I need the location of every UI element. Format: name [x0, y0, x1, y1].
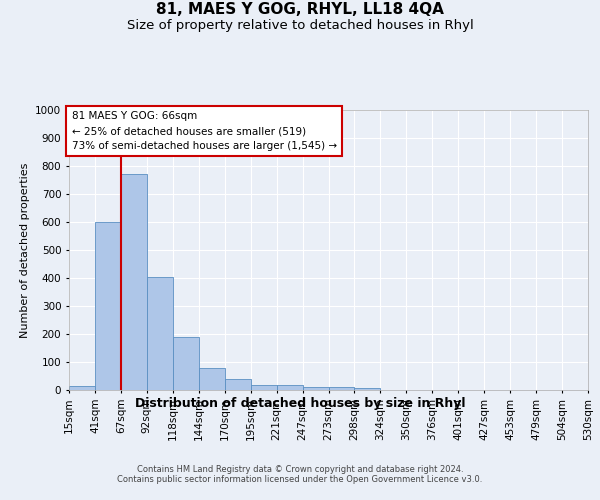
- Bar: [277, 385, 302, 390]
- Bar: [69, 386, 95, 390]
- Bar: [173, 337, 199, 390]
- Bar: [329, 386, 355, 390]
- Text: 81 MAES Y GOG: 66sqm
← 25% of detached houses are smaller (519)
73% of semi-deta: 81 MAES Y GOG: 66sqm ← 25% of detached h…: [71, 112, 337, 151]
- Bar: [225, 379, 251, 390]
- Text: Distribution of detached houses by size in Rhyl: Distribution of detached houses by size …: [135, 398, 465, 410]
- Bar: [251, 385, 277, 390]
- Text: 81, MAES Y GOG, RHYL, LL18 4QA: 81, MAES Y GOG, RHYL, LL18 4QA: [156, 2, 444, 18]
- Bar: [95, 222, 121, 390]
- Bar: [147, 276, 173, 390]
- Text: Contains HM Land Registry data © Crown copyright and database right 2024.
Contai: Contains HM Land Registry data © Crown c…: [118, 465, 482, 484]
- Bar: [199, 368, 224, 390]
- Bar: [302, 387, 329, 390]
- Bar: [121, 174, 147, 390]
- Text: Size of property relative to detached houses in Rhyl: Size of property relative to detached ho…: [127, 18, 473, 32]
- Y-axis label: Number of detached properties: Number of detached properties: [20, 162, 29, 338]
- Bar: [355, 388, 380, 390]
